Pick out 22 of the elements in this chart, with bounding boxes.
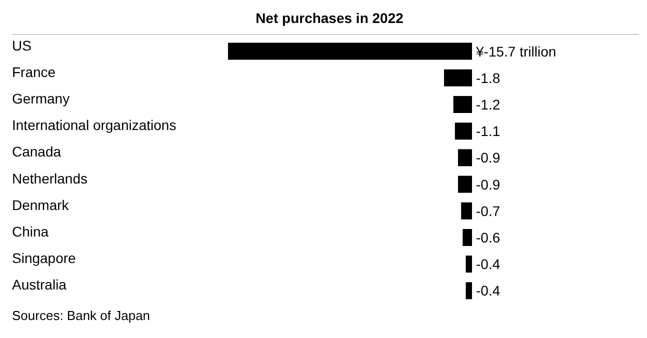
y-tick-label: Germany bbox=[12, 90, 70, 106]
data-label: -0.6 bbox=[476, 229, 500, 246]
y-tick-label: France bbox=[12, 64, 56, 80]
data-label: -1.2 bbox=[476, 96, 500, 112]
y-tick-label: Canada bbox=[12, 144, 62, 160]
data-label: -1.8 bbox=[476, 70, 500, 86]
data-label: -0.9 bbox=[476, 150, 500, 166]
data-label: -0.7 bbox=[476, 202, 500, 219]
data-label: -0.9 bbox=[476, 176, 500, 192]
data-label: ¥-15.7 trillion bbox=[475, 43, 556, 60]
y-tick-label: Denmark bbox=[12, 196, 70, 213]
chart-title: Net purchases in 2022 bbox=[254, 9, 404, 28]
y-tick-label: International organizations bbox=[12, 117, 176, 134]
y-tick-label: Netherlands bbox=[12, 170, 88, 186]
y-tick-label: Australia bbox=[12, 276, 67, 293]
data-label: -0.4 bbox=[476, 282, 500, 299]
data-label: -0.4 bbox=[476, 256, 500, 272]
y-tick-label: US bbox=[12, 37, 32, 54]
source-note: Sources: Bank of Japan bbox=[11, 308, 152, 323]
data-label: -1.1 bbox=[476, 123, 500, 140]
y-tick-label: China bbox=[12, 224, 49, 240]
y-tick-label: Singapore bbox=[12, 250, 76, 266]
